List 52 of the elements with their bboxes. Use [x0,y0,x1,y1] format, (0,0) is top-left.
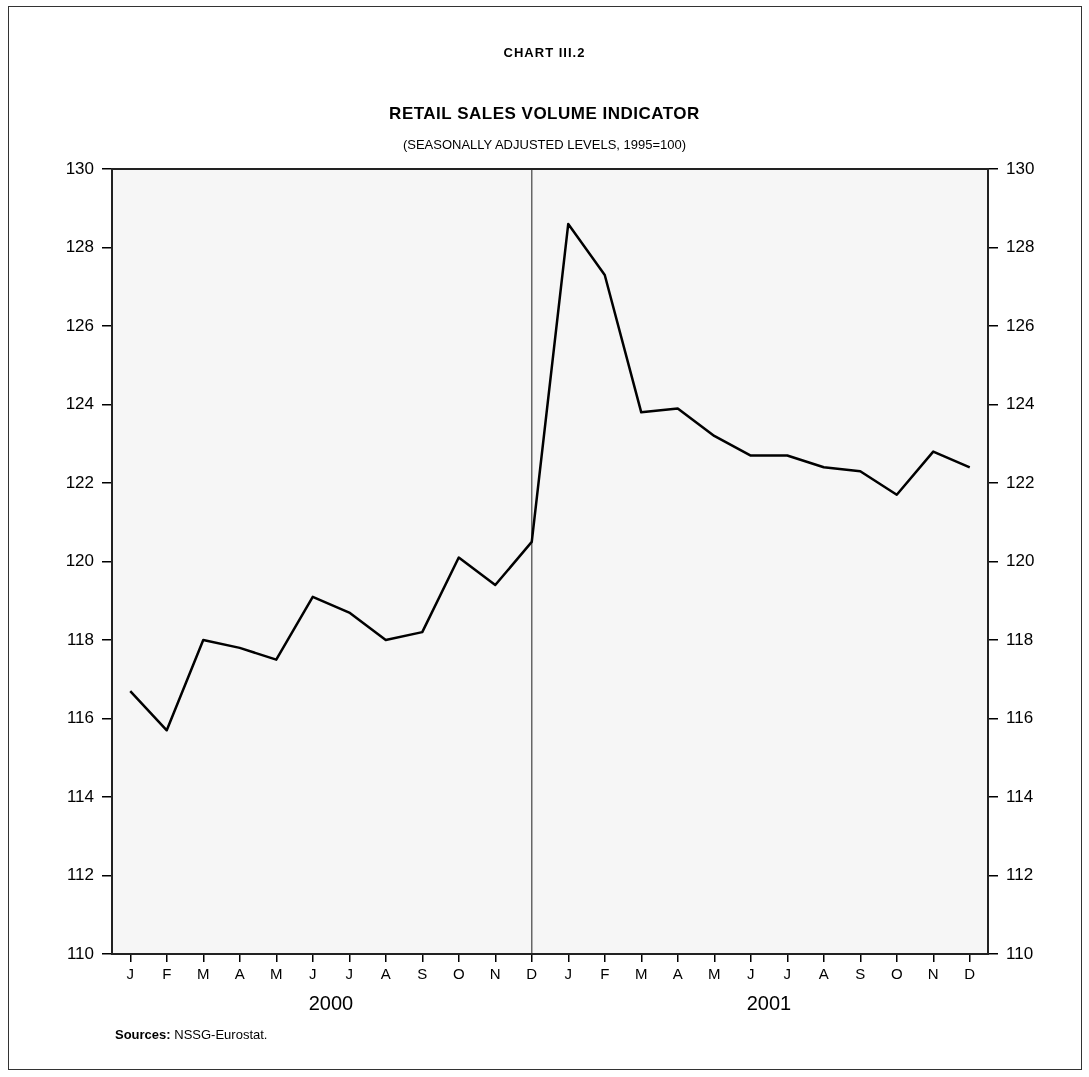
y2-tick-label: 120 [1006,551,1035,571]
y-tick-label: 116 [66,708,94,728]
y2-tick-label: 118 [1006,629,1034,649]
y2-tick-label: 110 [1006,943,1034,963]
x-tick-label: F [600,965,610,983]
x-tick-label: D [526,965,538,983]
x-tick-label: J [783,965,791,983]
x-tick-label: A [818,965,829,983]
x-tick-label: J [309,965,317,983]
x-tick-label: S [417,965,428,983]
x-tick-label: M [270,965,283,983]
text: CHART III.2 [502,45,587,60]
y2-tick-label: 128 [1006,237,1035,257]
x-tick-label: J [747,965,755,983]
y-tick-label: 120 [65,551,94,571]
x-tick-label: F [162,965,172,983]
y2-tick-label: 126 [1006,315,1035,335]
y-tick-label: 118 [66,629,94,649]
y2-tick-label: 114 [1006,786,1034,806]
x-tick-label: A [234,965,245,983]
x-tick-label: J [564,965,572,983]
x-tick-label: A [380,965,391,983]
y-tick-label: 126 [65,315,94,335]
x-tick-label: J [345,965,353,983]
x-tick-label: N [927,965,939,983]
x-tick-label: S [855,965,866,983]
y2-tick-label: 116 [1006,708,1034,728]
x-tick-label: D [964,965,976,983]
x-tick-label: O [890,965,903,983]
x-tick-label: N [489,965,501,983]
y2-tick-label: 122 [1006,472,1035,492]
x-tick-label: J [126,965,134,983]
y-tick-label: 130 [65,158,94,178]
x-tick-label: M [635,965,648,983]
source-note: Sources: NSSG-Eurostat. [115,1027,268,1042]
x-tick-label: M [197,965,210,983]
x-tick-label: A [672,965,683,983]
text: 2001 [746,991,792,1014]
y2-tick-label: 130 [1006,158,1035,178]
y2-tick-label: 112 [1006,865,1034,885]
y-tick-label: 114 [66,786,94,806]
y-tick-label: 112 [66,865,94,885]
x-tick-label: O [452,965,465,983]
y-tick-label: 122 [65,472,94,492]
y2-tick-label: 124 [1006,394,1035,414]
x-tick-label: M [708,965,721,983]
y-tick-label: 128 [65,237,94,257]
y-tick-label: 124 [65,394,94,414]
chart-subtitle: (SEASONALLY ADJUSTED LEVELS, 1995=100) [401,137,688,152]
text: 2000 [308,991,354,1014]
chart-title: RETAIL SALES VOLUME INDICATOR [388,104,701,124]
y-tick-label: 110 [66,943,94,963]
